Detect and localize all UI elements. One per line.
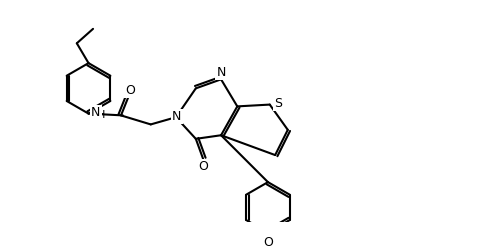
Text: O: O bbox=[198, 160, 208, 173]
Text: N: N bbox=[216, 66, 226, 79]
Text: N: N bbox=[91, 106, 100, 119]
Text: S: S bbox=[274, 97, 282, 110]
Text: N: N bbox=[172, 110, 181, 123]
Text: H: H bbox=[97, 109, 105, 120]
Text: O: O bbox=[125, 84, 135, 97]
Text: O: O bbox=[263, 236, 273, 246]
